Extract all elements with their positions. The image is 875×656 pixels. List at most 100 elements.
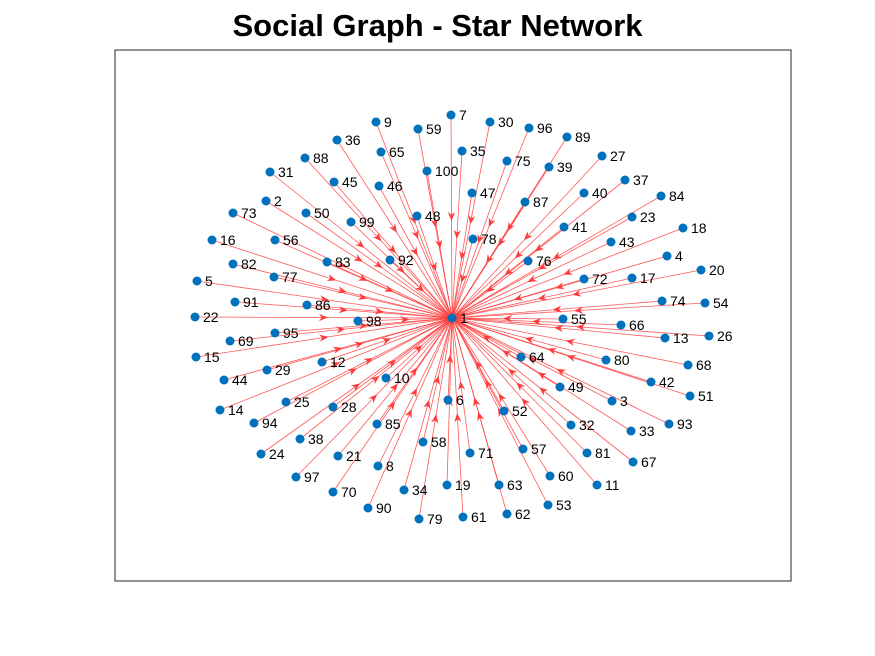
node-39	[544, 162, 554, 172]
node-79	[414, 514, 424, 524]
node-99	[346, 217, 356, 227]
node-label-43: 43	[619, 234, 635, 250]
node-label-24: 24	[269, 446, 285, 462]
labels-layer: 1234567891011121314151617181920212223242…	[203, 107, 733, 527]
edge-84-to-1	[451, 195, 662, 319]
node-38	[295, 434, 305, 444]
node-95	[270, 328, 280, 338]
node-70	[328, 487, 338, 497]
node-57	[518, 444, 528, 454]
edge-76-to-1	[451, 260, 529, 319]
node-label-71: 71	[478, 445, 494, 461]
node-33	[626, 426, 636, 436]
edge-40-to-1	[451, 192, 585, 319]
node-27	[597, 151, 607, 161]
node-82	[228, 259, 238, 269]
node-72	[579, 274, 589, 284]
node-label-90: 90	[376, 500, 392, 516]
node-label-95: 95	[283, 325, 299, 341]
edge-80-to-1	[451, 317, 607, 361]
node-label-30: 30	[498, 114, 514, 130]
node-59	[413, 124, 423, 134]
node-30	[485, 117, 495, 127]
node-label-96: 96	[537, 120, 553, 136]
edge-93-to-1	[451, 317, 670, 425]
edge-45-to-1	[333, 181, 453, 319]
node-label-78: 78	[481, 231, 497, 247]
edge-18-to-1	[451, 227, 684, 319]
node-45	[329, 177, 339, 187]
edge-46-to-1	[378, 185, 453, 319]
node-label-70: 70	[341, 484, 357, 500]
node-49	[555, 382, 565, 392]
edge-2-to-1	[265, 200, 453, 319]
node-label-82: 82	[241, 256, 257, 272]
node-43	[606, 237, 616, 247]
edge-34-to-1	[403, 317, 453, 491]
node-label-25: 25	[294, 394, 310, 410]
node-label-61: 61	[471, 509, 487, 525]
node-56	[270, 235, 280, 245]
node-93	[664, 419, 674, 429]
node-69	[225, 336, 235, 346]
node-4	[662, 251, 672, 261]
node-88	[300, 153, 310, 163]
node-label-99: 99	[359, 214, 375, 230]
node-label-50: 50	[314, 205, 330, 221]
edge-61-to-1	[451, 317, 464, 518]
edge-12-to-1	[321, 317, 453, 363]
node-77	[269, 272, 279, 282]
node-label-21: 21	[346, 448, 362, 464]
node-90	[363, 503, 373, 513]
edge-49-to-1	[451, 317, 561, 388]
node-6	[443, 395, 453, 405]
edge-96-to-1	[451, 127, 530, 319]
node-label-98: 98	[366, 313, 382, 329]
node-label-54: 54	[713, 295, 729, 311]
node-68	[683, 360, 693, 370]
node-1	[447, 313, 457, 323]
node-label-12: 12	[330, 354, 346, 370]
edge-17-to-1	[451, 277, 633, 319]
node-5	[192, 276, 202, 286]
node-label-38: 38	[308, 431, 324, 447]
node-85	[372, 419, 382, 429]
edge-88-to-1	[304, 157, 453, 319]
node-44	[219, 375, 229, 385]
edge-32-to-1	[451, 317, 572, 426]
edge-95-to-1	[274, 317, 453, 334]
node-label-74: 74	[670, 293, 686, 309]
node-label-15: 15	[204, 349, 220, 365]
edge-71-to-1	[451, 317, 471, 454]
node-label-48: 48	[425, 208, 441, 224]
edge-21-to-1	[337, 317, 453, 457]
node-label-46: 46	[387, 178, 403, 194]
node-label-68: 68	[696, 357, 712, 373]
node-53	[543, 500, 553, 510]
node-100	[422, 166, 432, 176]
node-76	[523, 256, 533, 266]
edge-3-to-1	[451, 317, 613, 402]
node-label-51: 51	[698, 388, 714, 404]
edge-65-to-1	[380, 151, 453, 319]
edge-97-to-1	[295, 317, 453, 478]
node-17	[627, 273, 637, 283]
edge-5-to-1	[196, 280, 453, 319]
node-91	[230, 297, 240, 307]
node-label-34: 34	[412, 482, 428, 498]
node-label-4: 4	[675, 248, 683, 264]
node-98	[353, 316, 363, 326]
edge-47-to-1	[451, 192, 473, 319]
node-92	[385, 255, 395, 265]
node-label-56: 56	[283, 232, 299, 248]
node-11	[592, 480, 602, 490]
node-label-62: 62	[515, 506, 531, 522]
axes-box	[114, 49, 792, 582]
edge-44-to-1	[223, 317, 453, 381]
node-label-91: 91	[243, 294, 259, 310]
node-18	[678, 223, 688, 233]
edge-20-to-1	[451, 269, 702, 319]
node-label-92: 92	[398, 252, 414, 268]
node-label-59: 59	[426, 121, 442, 137]
